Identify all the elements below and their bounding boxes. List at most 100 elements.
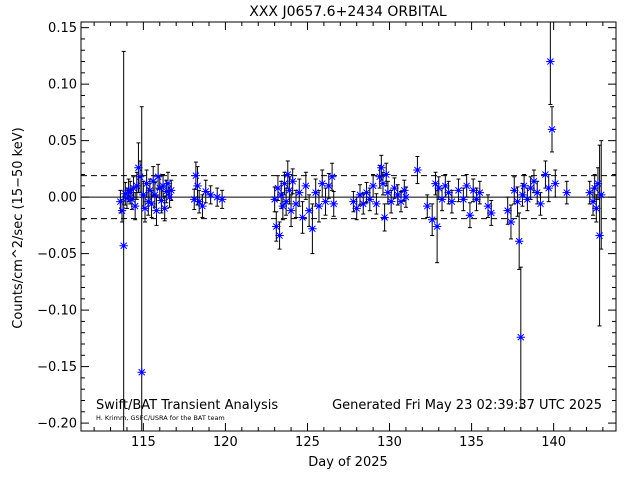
data-point [400, 186, 409, 195]
data-point [193, 181, 202, 191]
data-point [191, 171, 201, 180]
data-point [162, 187, 171, 196]
data-point [121, 189, 130, 198]
data-point [142, 179, 151, 188]
data-point [541, 170, 550, 179]
data-point [158, 181, 168, 191]
data-point [295, 188, 304, 197]
data-point [127, 195, 137, 204]
data-point [137, 368, 146, 377]
x-tick-label: 115 [131, 435, 156, 450]
chart-title: XXX J0657.6+2434 ORBITAL [249, 4, 447, 20]
data-point [362, 188, 371, 197]
data-point [194, 197, 204, 206]
data-point [213, 192, 222, 202]
data-point [437, 195, 447, 204]
data-point [547, 125, 557, 134]
data-point [149, 177, 158, 186]
data-point [469, 186, 478, 195]
data-point [327, 172, 337, 181]
data-point [432, 222, 442, 231]
data-point [160, 204, 169, 213]
data-point [593, 179, 603, 188]
data-point [592, 204, 601, 213]
x-axis-label: Day of 2025 [308, 455, 388, 470]
data-point [190, 195, 199, 204]
data-point [513, 197, 522, 206]
data-point [311, 188, 320, 197]
data-point [308, 224, 317, 233]
data-point [365, 195, 375, 204]
data-point [352, 204, 361, 213]
data-point [401, 192, 411, 202]
data-point [475, 188, 484, 197]
data-point [459, 195, 468, 204]
data-point [329, 199, 338, 209]
data-point [393, 190, 402, 200]
data-point [516, 333, 526, 342]
data-point [139, 190, 148, 200]
data-point [206, 190, 215, 200]
data-point [129, 183, 138, 193]
data-point [372, 199, 381, 209]
data-point [506, 217, 516, 227]
data-point [413, 165, 422, 175]
data-point [349, 197, 358, 206]
data-point [585, 188, 594, 197]
data-point [153, 172, 163, 181]
y-tick-label: 0.05 [48, 134, 77, 149]
data-point [286, 206, 296, 215]
data-point [304, 206, 314, 215]
data-point [275, 231, 284, 240]
data-point [132, 181, 141, 191]
data-point [595, 231, 604, 240]
data-point [465, 211, 475, 220]
x-tick-label: 130 [377, 435, 402, 450]
data-point [383, 188, 393, 197]
data-point [163, 179, 173, 188]
data-point [382, 170, 391, 179]
plot-frame [80, 21, 617, 432]
data-point [526, 183, 535, 193]
data-point [510, 186, 519, 195]
data-point [472, 195, 481, 204]
data-point [447, 197, 457, 206]
data-point [280, 179, 289, 188]
data-point [165, 192, 174, 202]
data-point [298, 213, 307, 222]
data-point [130, 201, 140, 211]
data-point [523, 195, 532, 204]
data-point [116, 197, 125, 206]
y-tick-label: 0.15 [48, 21, 77, 36]
data-point [423, 201, 432, 211]
data-point [427, 215, 437, 224]
data-point [544, 183, 553, 193]
data-point [122, 194, 132, 203]
data-point [359, 199, 368, 209]
data-point [514, 236, 524, 246]
data-point [597, 190, 606, 200]
data-point [519, 181, 529, 191]
data-point [444, 188, 453, 197]
data-point [301, 181, 311, 191]
data-point [150, 190, 160, 200]
data-point [434, 183, 443, 193]
data-point [441, 181, 450, 191]
data-point [155, 183, 164, 193]
data-point [291, 199, 301, 209]
data-point [483, 201, 493, 211]
x-tick-label: 140 [541, 435, 566, 450]
data-point [272, 222, 281, 231]
data-point [167, 186, 176, 195]
data-point [562, 188, 571, 197]
data-point [546, 57, 555, 66]
data-point [431, 179, 440, 188]
data-point [147, 199, 156, 209]
data-point [318, 179, 327, 188]
data-point [536, 199, 545, 209]
data-point [285, 186, 294, 195]
y-tick-label: 0.10 [48, 78, 77, 93]
data-point [590, 183, 599, 193]
data-point [201, 187, 210, 196]
